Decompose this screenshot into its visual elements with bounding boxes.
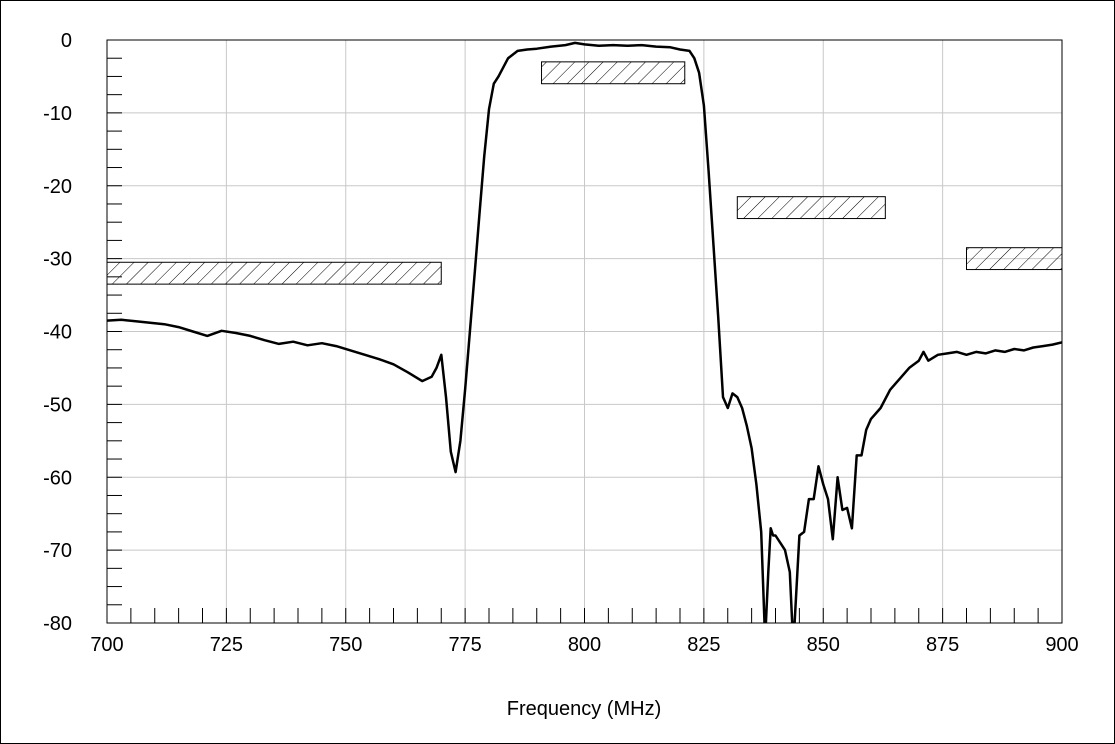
x-tick-label: 800 <box>568 634 601 656</box>
x-tick-label: 725 <box>210 634 243 656</box>
y-tick-label: -60 <box>43 467 72 489</box>
y-tick-labels: 0 -10 -20 -30 -40 -50 -60 -70 -80 <box>43 30 72 635</box>
y-tick-label: -40 <box>43 322 72 344</box>
series-line-0 <box>107 41 1062 623</box>
plot-area-border <box>106 39 1063 624</box>
spec-mask <box>541 61 686 85</box>
x-tick-label: 775 <box>448 634 481 656</box>
x-tick-labels: 700 725 750 775 800 825 850 875 900 <box>90 634 1078 656</box>
spec-masks <box>106 61 1063 285</box>
x-tick-label: 750 <box>329 634 362 656</box>
grid <box>107 40 1062 623</box>
y-tick-label: -80 <box>43 613 72 635</box>
spec-mask <box>106 261 442 285</box>
x-tick-label: 700 <box>90 634 123 656</box>
x-tick-label: 900 <box>1045 634 1078 656</box>
series-layer <box>107 41 1062 623</box>
minor-ticks <box>107 39 1039 624</box>
spec-mask <box>736 196 886 220</box>
x-tick-label: 850 <box>807 634 840 656</box>
y-tick-label: -50 <box>43 394 72 416</box>
y-tick-label: 0 <box>61 30 72 52</box>
x-tick-label: 875 <box>926 634 959 656</box>
spec-mask <box>966 247 1063 271</box>
y-tick-label: -30 <box>43 249 72 271</box>
x-tick-label: 825 <box>687 634 720 656</box>
y-tick-label: -70 <box>43 540 72 562</box>
x-axis-label: Frequency (MHz) <box>507 698 661 720</box>
y-tick-label: -20 <box>43 176 72 198</box>
y-tick-label: -10 <box>43 103 72 125</box>
